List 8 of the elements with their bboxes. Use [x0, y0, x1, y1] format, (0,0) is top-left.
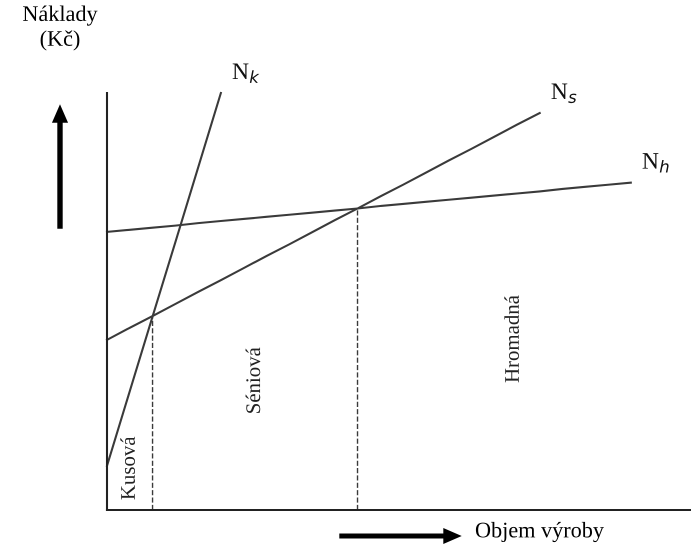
y-axis-title: Náklady (Kč) — [22, 5, 98, 51]
annotation: Séniová — [246, 347, 260, 413]
series-label: N$_{k}$ — [232, 64, 260, 83]
annotation: Kusová — [120, 436, 135, 500]
x-axis-title: Objem výroby — [476, 522, 604, 542]
annotation: Hromadná — [504, 295, 519, 382]
series-label: N$_{h}$ — [642, 153, 669, 173]
series-label: N$_{s}$ — [552, 84, 576, 104]
